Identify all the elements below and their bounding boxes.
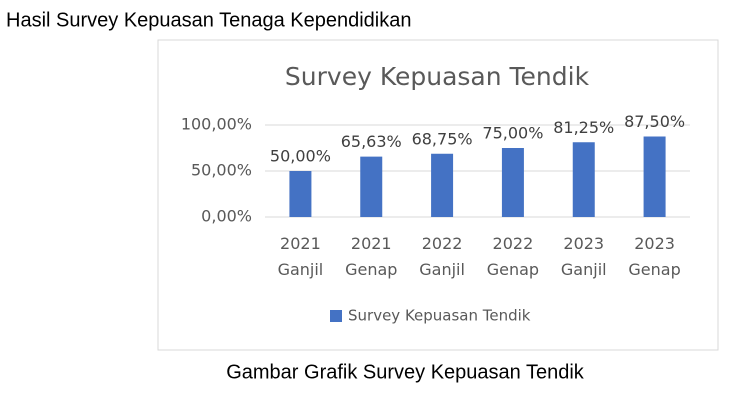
data-label: 68,75% [412, 129, 473, 148]
data-label: 65,63% [341, 132, 402, 151]
bar [572, 142, 595, 217]
y-tick-label: 50,00% [191, 161, 252, 180]
bar [431, 153, 454, 217]
bar [360, 156, 383, 217]
bar [289, 171, 312, 217]
x-tick-label: 2021 Ganjil [277, 234, 324, 279]
heading: Hasil Survey Kepuasan Tenaga Kependidika… [6, 9, 411, 31]
legend-swatch [330, 310, 342, 322]
x-tick-label: 2022 Ganjil [419, 234, 465, 279]
data-label: 81,25% [553, 118, 614, 137]
data-label: 75,00% [482, 124, 543, 143]
chart-title: Survey Kepuasan Tendik [285, 62, 590, 91]
bar [643, 136, 666, 217]
legend-label: Survey Kepuasan Tendik [348, 307, 531, 325]
data-label: 50,00% [270, 147, 331, 166]
x-tick-label: 2021 Genap [345, 234, 398, 279]
bar [501, 148, 524, 217]
data-label: 87,50% [624, 112, 685, 131]
caption: Gambar Grafik Survey Kepuasan Tendik [226, 361, 585, 383]
x-tick-label: 2023 Ganjil [560, 234, 607, 279]
y-tick-label: 0,00% [201, 207, 252, 226]
x-tick-label: 2023 Genap [628, 234, 681, 279]
y-tick-label: 100,00% [181, 115, 252, 134]
x-tick-label: 2022 Genap [486, 234, 540, 279]
